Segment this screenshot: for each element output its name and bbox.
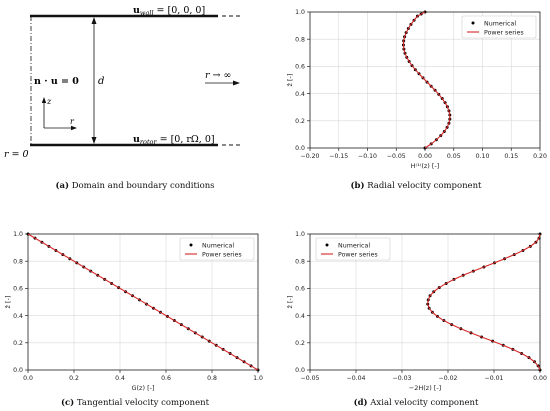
chart-b-xtick-label: 0.20 [533,153,547,160]
chart-c-legend-label: Numerical [202,242,234,249]
wall-bc-label: uwall = [0, 0, 0] [133,5,205,17]
chart-c-xlabel: G(z) [-] [131,384,154,392]
chart-d-ylabel: ẑ [-] [286,296,294,309]
far-field-arrowhead [233,80,240,86]
chart-b-legend-label: Power series [484,29,524,36]
chart-d-legend-marker-swatch [325,243,329,247]
chart-c-frame [27,233,259,371]
domain-diagram: uwall = [0, 0, 0] urotor = [0, rΩ, 0] n … [4,5,240,160]
rotor-bc-label: urotor = [0, rΩ, 0] [133,134,215,146]
gap-label: d [98,76,104,87]
chart-c-series-power-line [27,233,259,371]
chart-c-ytick-label: 0.4 [13,313,23,320]
gap-arrowhead-top [91,17,97,24]
r-axis-label: r [70,117,75,126]
chart-b-ytick-label: 0.4 [295,91,305,98]
chart-c-ytick-label: 0.0 [13,367,23,374]
chart-d-ytick-label: 0.2 [295,340,305,347]
chart-d-ytick-label: 1.0 [295,231,305,238]
chart-d-xtick-label: −0.03 [393,375,412,382]
chart-b-xtick-label: 0.00 [418,153,432,160]
chart-b-xtick-label: 0.05 [447,153,461,160]
chart-d-xlabel: −2H(z) [-] [409,384,441,392]
chart-c-xtick-label: 1.0 [253,375,263,382]
chart-d-legend-label: Numerical [338,242,370,249]
chart-c-xtick-label: 0.6 [161,375,171,382]
chart-c-xtick-label: 0.4 [115,375,125,382]
chart-b-xtick-label: −0.20 [301,153,320,160]
chart-c-xtick-label: 0.8 [207,375,217,382]
chart-d-ytick-label: 0.0 [295,367,305,374]
far-field-label: r → ∞ [205,70,231,81]
chart-c-legend [179,237,255,261]
z-axis-label: z [46,97,52,106]
chart-b-ytick-label: 1.0 [295,9,305,16]
symmetry-bc-label: n · u = 0 [34,76,79,87]
tangential-velocity-chart: 0.0 0.2 0.4 0.6 0.8 1.0 0.0 0.2 0.4 0.6 0.8 1.0 G(z)… [4,231,263,392]
chart-c-ytick-label: 0.6 [13,286,23,293]
chart-b-xlabel: H⁽¹⁾(z) [-] [411,162,440,170]
chart-b-xtick-label: 0.15 [504,153,518,160]
chart-d-frame [309,233,541,371]
axial-velocity-chart: −0.05 −0.04 −0.03 −0.02 −0.01 0.00 0.0 0.2 0.4 0.… [286,231,547,392]
chart-b-xtick-label: −0.10 [358,153,377,160]
chart-c-ytick-label: 0.2 [13,340,23,347]
chart-d-xtick-label: −0.01 [485,375,504,382]
caption-a: (a) Domain and boundary conditions [55,181,215,191]
chart-b-ytick-label: 0.2 [295,118,305,125]
chart-c-ytick-label: 1.0 [13,231,23,238]
chart-c-xtick-label: 0.0 [23,375,33,382]
chart-b-xtick-label: −0.15 [329,153,348,160]
chart-b-legend [461,15,537,39]
radial-velocity-chart: −0.20 −0.15 −0.10 −0.05 0.00 0.05 0.10 0.15 0.20… [286,9,547,170]
chart-b-ytick-label: 0.6 [295,64,305,71]
chart-b-series-power-line [402,11,451,149]
chart-c-legend-label: Power series [202,251,242,258]
chart-b-xtick-label: 0.10 [476,153,490,160]
r-axis-arrowhead [71,125,77,131]
chart-b-xtick-label: −0.05 [387,153,406,160]
chart-d-legend [315,237,391,261]
origin-label: r = 0 [4,149,29,160]
chart-b-ytick-label: 0.0 [295,145,305,152]
chart-d-xtick-label: 0.00 [533,375,547,382]
chart-c-ylabel: ẑ [-] [4,296,12,309]
chart-d-ytick-label: 0.6 [295,286,305,293]
chart-d-series-power-line [427,233,541,371]
chart-d-xtick-label: −0.05 [301,375,320,382]
caption-d: (d) Axial velocity component [353,398,479,408]
gap-arrowhead-bottom [91,137,97,144]
chart-b-ytick-label: 0.8 [295,36,305,43]
chart-d-ytick-label: 0.4 [295,313,305,320]
chart-c-legend-marker-swatch [189,243,193,247]
chart-b-legend-label: Numerical [484,20,516,27]
chart-c-ytick-label: 0.8 [13,258,23,265]
chart-b-legend-marker-swatch [471,21,475,25]
chart-d-ytick-label: 0.8 [295,258,305,265]
caption-c: (c) Tangential velocity component [60,398,209,408]
chart-d-xtick-label: −0.04 [347,375,366,382]
z-axis-arrowhead [41,97,47,103]
chart-d-legend-label: Power series [338,251,378,258]
caption-b: (b) Radial velocity component [350,181,482,191]
chart-c-xtick-label: 0.2 [69,375,79,382]
chart-d-xtick-label: −0.02 [439,375,458,382]
chart-b-ylabel: ẑ [-] [286,74,294,87]
